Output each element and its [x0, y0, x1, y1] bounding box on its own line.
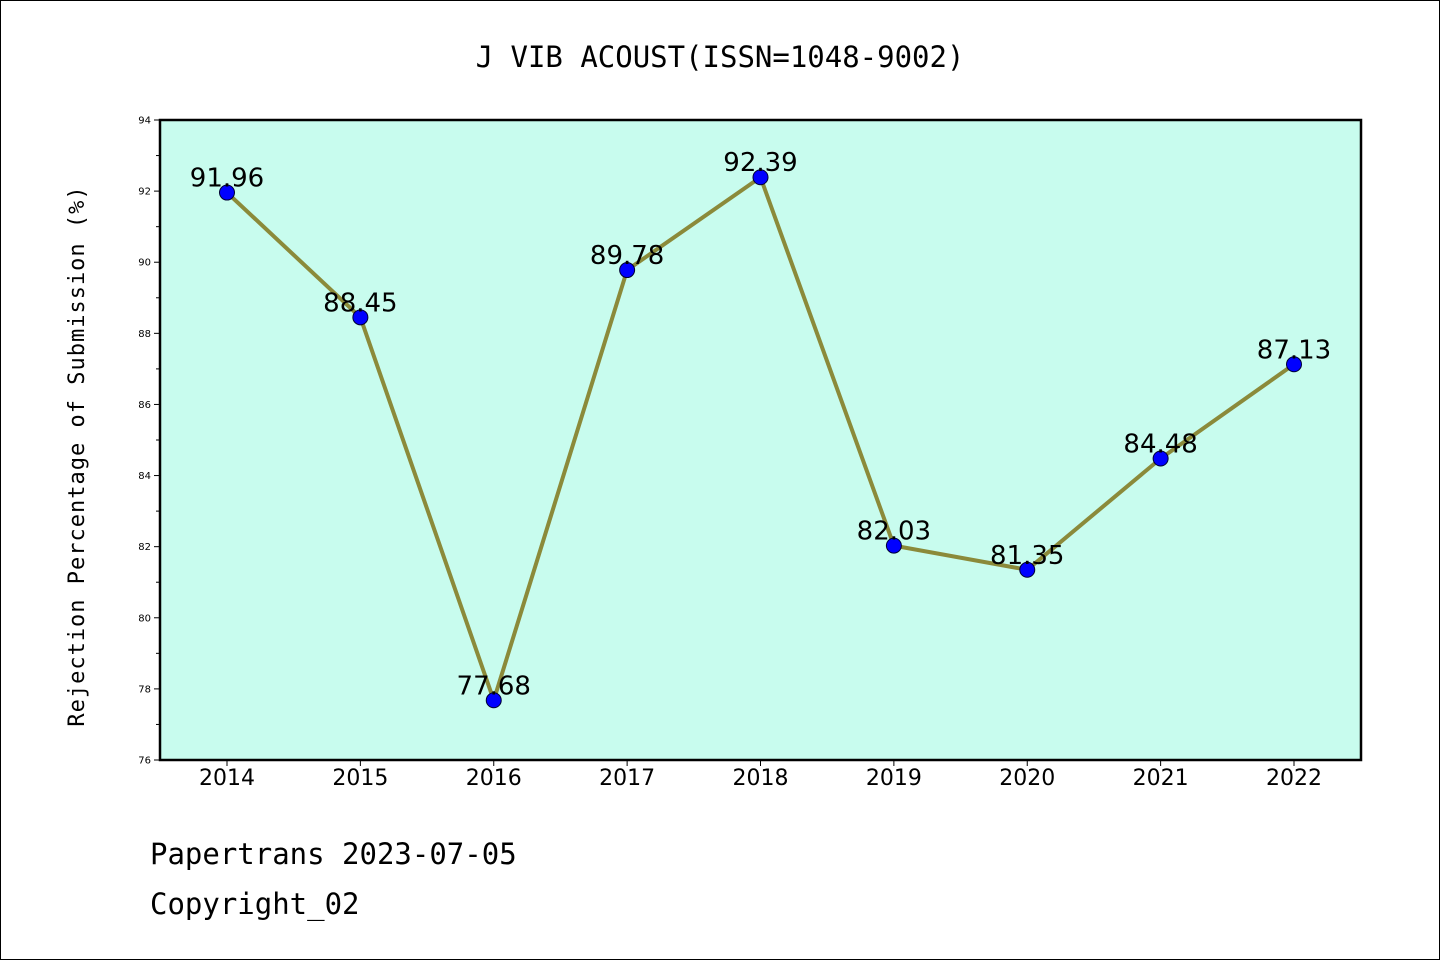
- plot-area: [160, 120, 1361, 760]
- footer-copyright: Copyright_02: [150, 887, 360, 922]
- x-tick-label: 2015: [332, 766, 388, 791]
- y-tick-label: 86: [138, 400, 151, 411]
- data-label-group: 91.96 88.45 77.68 89.78 92.39 82.03 81.35 84.48…: [190, 148, 1331, 701]
- x-axis: 2014 2015 2016 2017 2018 2019 2020 2021 2022: [199, 760, 1322, 791]
- y-tick-label: 82: [138, 542, 151, 553]
- data-label-2016: 77.68: [457, 671, 531, 701]
- data-label-2014: 91.96: [190, 164, 264, 194]
- footer-date: Papertrans 2023-07-05: [150, 837, 517, 871]
- y-tick-label: 92: [138, 187, 151, 198]
- x-tick-label: 2016: [466, 766, 522, 791]
- chart-title: J VIB ACOUST(ISSN=1048-9002): [476, 40, 965, 74]
- data-label-2021: 84.48: [1123, 429, 1197, 459]
- data-point-2022: [1286, 356, 1302, 373]
- data-point-2014: [219, 184, 235, 201]
- y-tick-label: 94: [138, 116, 151, 127]
- data-point-2017: [619, 262, 636, 279]
- data-label-2019: 82.03: [857, 517, 931, 547]
- y-axis: 76 78 80 82 84 86 88 90 92 94: [138, 116, 160, 767]
- x-tick-label: 2017: [599, 766, 655, 791]
- x-tick-label: 2014: [199, 766, 255, 791]
- plot-frame: [158, 118, 1363, 762]
- x-tick-label: 2022: [1266, 766, 1322, 791]
- data-point-2016: [485, 692, 502, 709]
- data-label-2022: 87.13: [1257, 335, 1331, 365]
- data-label-2015: 88.45: [323, 288, 397, 318]
- data-label-2017: 89.78: [590, 241, 664, 271]
- series-line-group: [219, 169, 1302, 709]
- data-label-2018: 92.39: [723, 148, 797, 178]
- y-tick-label: 78: [138, 684, 151, 695]
- y-tick-label: 90: [138, 258, 151, 269]
- x-tick-label: 2020: [999, 766, 1055, 791]
- data-point-2018: [752, 169, 769, 186]
- x-tick-label: 2019: [866, 766, 922, 791]
- data-point-2015: [352, 309, 369, 326]
- x-tick-label: 2021: [1133, 766, 1189, 791]
- y-axis-label: Rejection Percentage of Submission (%): [65, 185, 90, 726]
- data-point-2020: [1019, 561, 1036, 578]
- y-tick-label: 84: [138, 471, 151, 482]
- x-tick-label: 2018: [733, 766, 789, 791]
- y-tick-label: 80: [138, 613, 151, 624]
- y-tick-label: 88: [138, 329, 151, 340]
- y-tick-label: 76: [138, 756, 151, 767]
- data-label-2020: 81.35: [990, 541, 1064, 571]
- data-point-2019: [885, 537, 902, 554]
- data-point-2021: [1152, 450, 1169, 467]
